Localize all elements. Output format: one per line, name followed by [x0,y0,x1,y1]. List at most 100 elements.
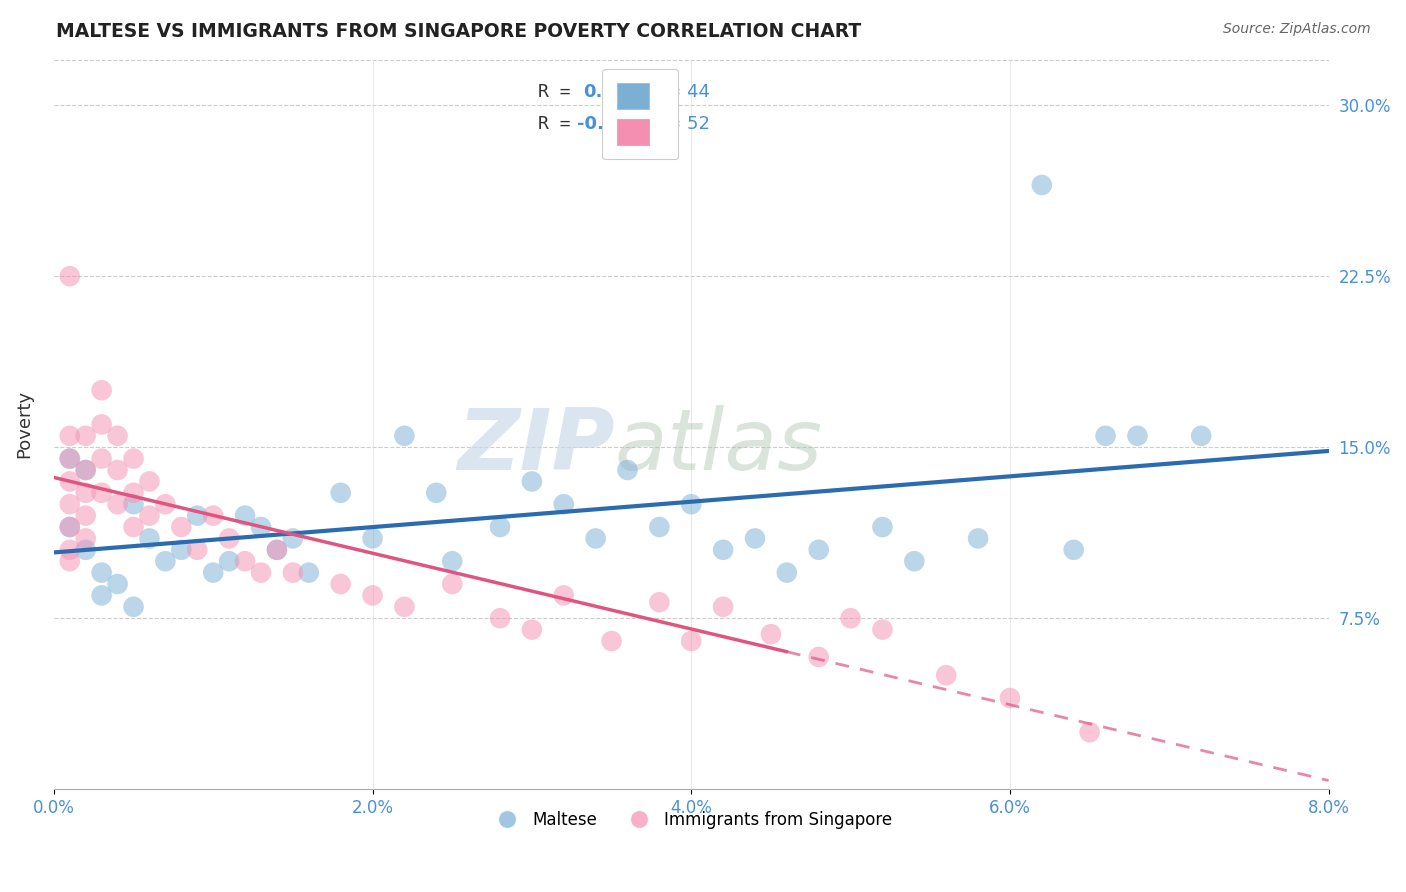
Point [75,532,97,546]
Point [394,429,416,443]
Point [75,508,97,523]
Point [186,508,208,523]
Point [489,520,512,534]
Point [75,463,97,477]
Point [75,485,97,500]
Point [59,429,82,443]
Point [107,497,129,511]
Point [59,497,82,511]
Point [90,417,112,432]
Point [441,554,464,568]
Text: 0.091: 0.091 [583,84,640,102]
Text: atlas: atlas [614,405,823,488]
Point [90,485,112,500]
Point [107,577,129,591]
Point [329,577,352,591]
Point [202,566,225,580]
Point [170,520,193,534]
Point [807,650,830,665]
Point [250,520,273,534]
Point [361,589,384,603]
Text: Source: ZipAtlas.com: Source: ZipAtlas.com [1223,22,1371,37]
Point [903,554,925,568]
Point [122,520,145,534]
Y-axis label: Poverty: Poverty [15,391,32,458]
Point [59,451,82,466]
Point [489,611,512,625]
Point [59,520,82,534]
Point [122,497,145,511]
Point [122,485,145,500]
Text: R =: R = [538,115,582,133]
Point [648,595,671,609]
Point [744,532,766,546]
Point [759,627,782,641]
Point [75,542,97,557]
Point [90,451,112,466]
Point [266,542,288,557]
Point [681,634,703,648]
Point [585,532,607,546]
Point [1126,429,1149,443]
Point [839,611,862,625]
Text: R =: R = [538,84,593,102]
Point [75,429,97,443]
Point [298,566,321,580]
Point [107,429,129,443]
Point [872,623,894,637]
Point [711,542,734,557]
Point [202,508,225,523]
Point [138,475,160,489]
Point [616,463,638,477]
Point [138,532,160,546]
Point [600,634,623,648]
Point [250,566,273,580]
Point [122,451,145,466]
Point [186,542,208,557]
Point [1189,429,1212,443]
Point [281,566,304,580]
Point [1031,178,1053,192]
Point [155,497,177,511]
Point [59,520,82,534]
Point [967,532,990,546]
Text: N = 44: N = 44 [647,84,710,102]
Point [122,599,145,614]
Point [1063,542,1085,557]
Point [59,554,82,568]
Point [90,589,112,603]
Point [281,532,304,546]
Point [138,508,160,523]
Point [872,520,894,534]
Point [59,451,82,466]
Point [553,589,575,603]
Point [711,599,734,614]
Point [520,623,543,637]
Text: -0.279: -0.279 [576,115,641,133]
Point [935,668,957,682]
Text: N = 52: N = 52 [647,115,710,133]
Point [218,554,240,568]
Point [807,542,830,557]
Point [233,554,256,568]
Point [776,566,799,580]
Point [648,520,671,534]
Point [441,577,464,591]
Text: MALTESE VS IMMIGRANTS FROM SINGAPORE POVERTY CORRELATION CHART: MALTESE VS IMMIGRANTS FROM SINGAPORE POV… [56,22,862,41]
Point [59,475,82,489]
Point [90,566,112,580]
Point [1094,429,1116,443]
Point [59,269,82,284]
Point [59,542,82,557]
Point [394,599,416,614]
Point [998,691,1021,706]
Point [425,485,447,500]
Point [155,554,177,568]
Point [329,485,352,500]
Point [361,532,384,546]
Point [266,542,288,557]
Text: ZIP: ZIP [457,405,614,488]
Point [75,463,97,477]
Point [553,497,575,511]
Point [90,383,112,397]
